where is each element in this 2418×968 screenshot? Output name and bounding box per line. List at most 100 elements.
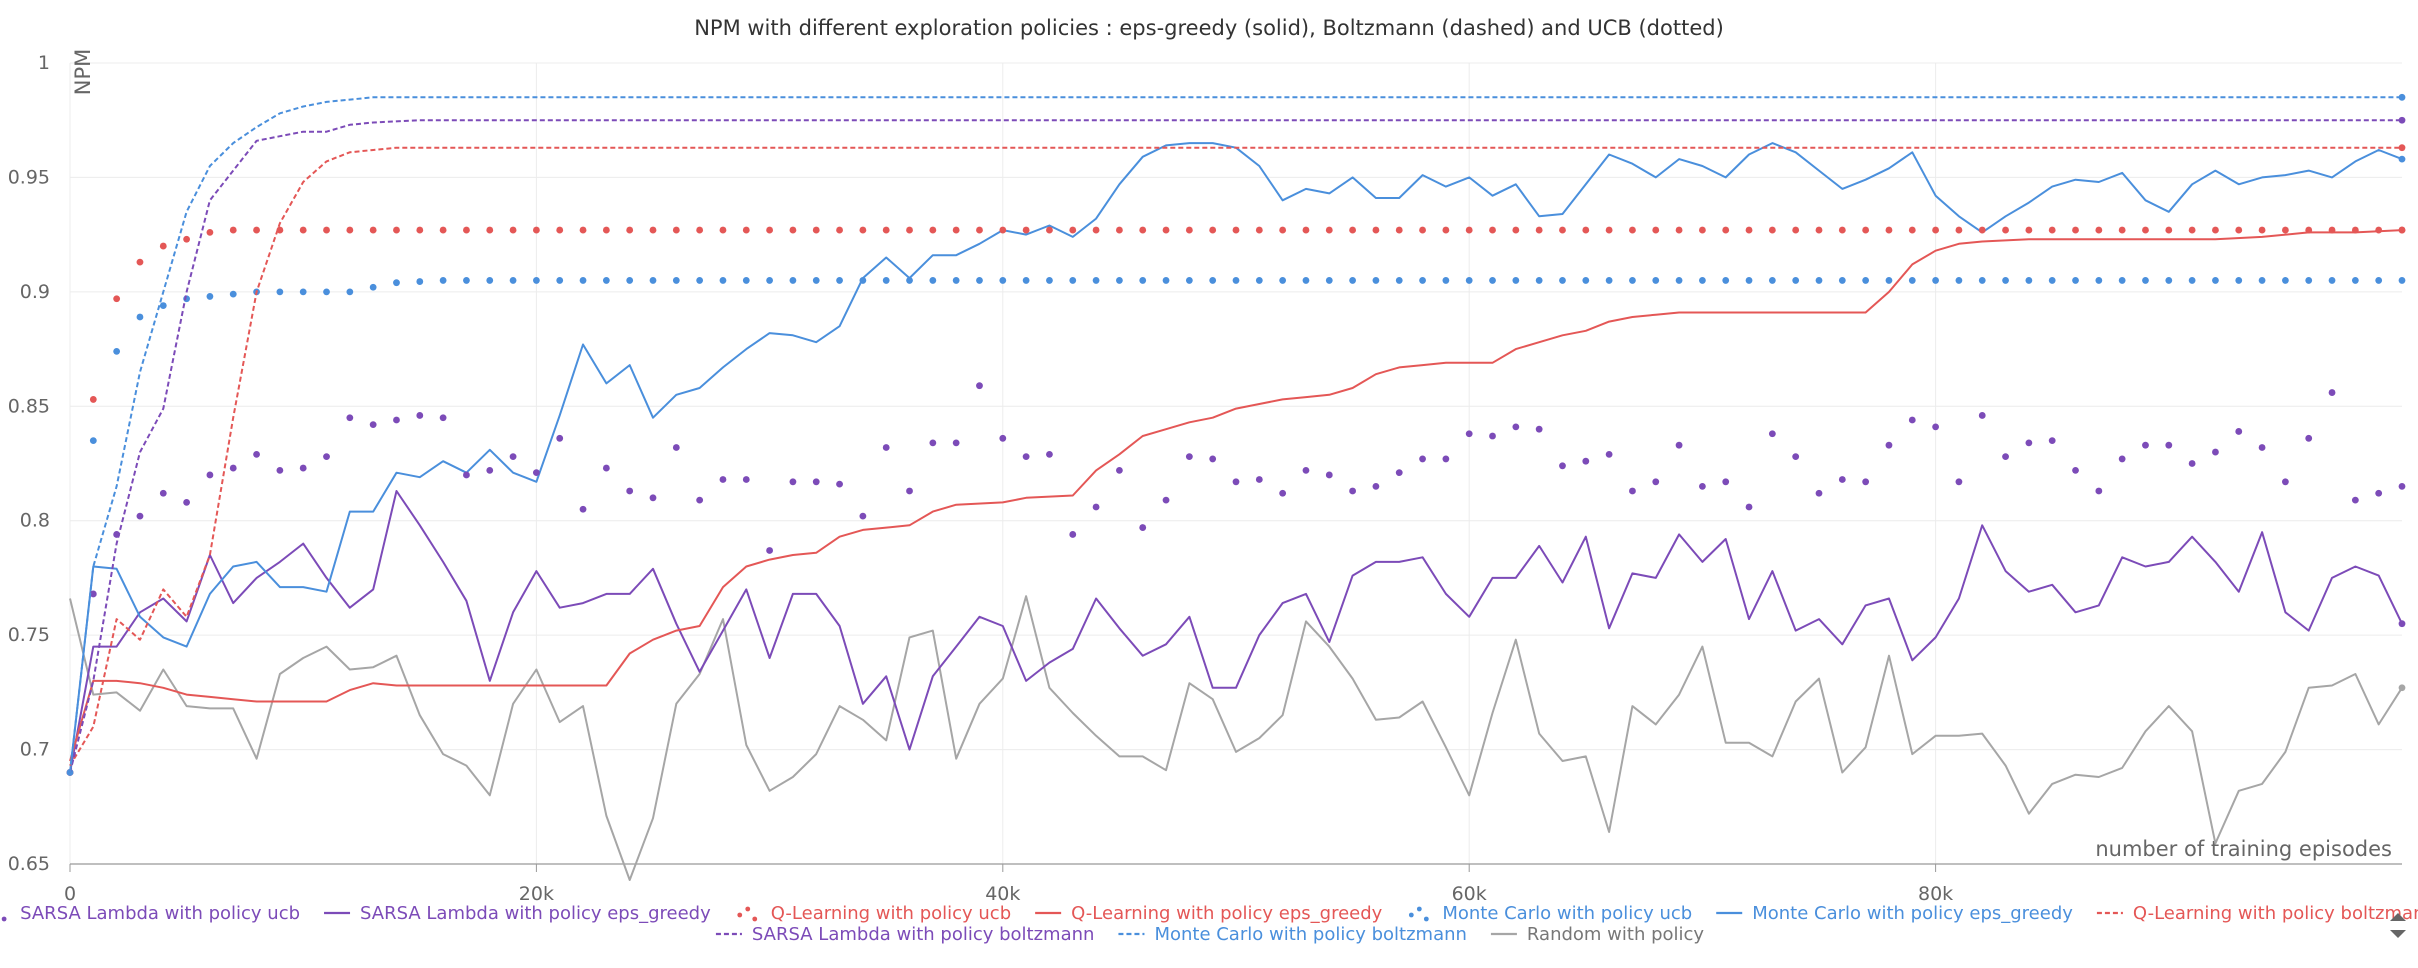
- data-point: [1559, 277, 1566, 284]
- data-point: [1022, 453, 1030, 461]
- y-tick-label: 0.9: [20, 281, 50, 303]
- data-point: [1162, 277, 1170, 284]
- data-point: [2398, 226, 2406, 234]
- data-point: [1675, 277, 1683, 284]
- legend-item[interactable]: Q-Learning with policy eps_greedy: [1035, 903, 1383, 924]
- data-point: [1838, 476, 1846, 483]
- legend-item[interactable]: Random with policy: [1490, 924, 1704, 945]
- data-point: [299, 464, 307, 472]
- data-point: [1232, 478, 1240, 486]
- data-point: [1419, 226, 1426, 234]
- legend-item[interactable]: Monte Carlo with policy boltzmann: [1118, 924, 1467, 945]
- legend-item[interactable]: Monte Carlo with policy ucb: [1408, 903, 1692, 924]
- data-point: [906, 226, 913, 234]
- data-point: [253, 226, 260, 234]
- data-point: [882, 226, 890, 234]
- y-tick-label: 0.75: [8, 624, 50, 646]
- data-point: [1092, 503, 1100, 511]
- data-point: [229, 226, 237, 234]
- data-point: [602, 277, 610, 284]
- data-point: [1652, 277, 1660, 284]
- data-point: [2351, 226, 2359, 234]
- data-point: [1745, 226, 1753, 234]
- data-point: [1092, 277, 1100, 284]
- data-point: [1185, 226, 1193, 234]
- data-point: [1535, 425, 1543, 433]
- series-sarsa-lambda-with-policy-eps-greedy: [69, 490, 2406, 773]
- data-point: [2142, 277, 2149, 284]
- series-line: [69, 96, 2402, 773]
- series-end-point: [2398, 93, 2406, 101]
- data-point: [206, 228, 214, 236]
- data-point: [2095, 487, 2103, 495]
- series-sarsa-lambda-with-policy-ucb: [66, 382, 2406, 776]
- data-point: [859, 226, 867, 234]
- data-point: [393, 226, 400, 234]
- data-point: [2072, 277, 2079, 284]
- data-point: [1395, 226, 1403, 234]
- legend-scroll-control[interactable]: [2390, 913, 2406, 938]
- data-point: [1512, 226, 1520, 234]
- legend-item[interactable]: Q-Learning with policy boltzmann: [2096, 903, 2418, 924]
- legend-marker: [737, 912, 743, 918]
- y-tick-label: 0.7: [20, 739, 50, 761]
- series-end-point: [2398, 144, 2406, 152]
- data-point: [1209, 226, 1217, 234]
- data-point: [2188, 226, 2196, 234]
- data-point: [159, 489, 167, 497]
- data-point: [1629, 487, 1636, 495]
- data-point: [393, 416, 400, 424]
- legend-item[interactable]: Q-Learning with policy ucb: [737, 903, 1011, 924]
- data-point: [159, 242, 167, 250]
- data-point: [859, 277, 867, 284]
- legend-item[interactable]: Monte Carlo with policy eps_greedy: [1716, 903, 2073, 924]
- legend-item[interactable]: SARSA Lambda with policy ucb: [0, 903, 300, 924]
- data-point: [556, 226, 564, 234]
- data-point: [323, 453, 330, 461]
- data-point: [1116, 277, 1123, 284]
- data-point: [1885, 226, 1893, 234]
- data-point: [906, 277, 913, 284]
- data-point: [1768, 277, 1776, 284]
- data-point: [1046, 277, 1053, 284]
- data-point: [1582, 277, 1590, 284]
- series-group: [66, 93, 2406, 881]
- legend-marker: [1416, 906, 1422, 912]
- data-point: [1255, 476, 1263, 483]
- data-point: [766, 226, 773, 234]
- data-point: [1279, 277, 1287, 284]
- data-point: [1582, 457, 1590, 465]
- data-point: [1465, 226, 1473, 234]
- series-end-point: [2398, 155, 2406, 163]
- data-point: [882, 277, 890, 284]
- data-point: [1559, 226, 1566, 234]
- legend-item[interactable]: SARSA Lambda with policy boltzmann: [715, 924, 1095, 945]
- data-point: [229, 464, 237, 472]
- data-point: [2258, 226, 2266, 234]
- data-point: [206, 293, 214, 300]
- series-line: [69, 142, 2403, 773]
- series-line: [69, 119, 2402, 773]
- data-point: [952, 439, 960, 447]
- legend-scroll-up-icon[interactable]: [2390, 913, 2406, 921]
- data-point: [1139, 277, 1147, 284]
- data-point: [1489, 432, 1496, 440]
- data-point: [579, 226, 587, 234]
- data-point: [696, 496, 704, 504]
- series-monte-carlo-with-policy-eps-greedy: [69, 142, 2406, 773]
- data-point: [1116, 466, 1123, 474]
- data-point: [2305, 434, 2313, 442]
- data-point: [1512, 277, 1520, 284]
- data-point: [1885, 441, 1893, 449]
- data-point: [1372, 482, 1380, 490]
- data-point: [1022, 277, 1030, 284]
- data-point: [2351, 277, 2359, 284]
- data-point: [836, 277, 843, 284]
- data-point: [976, 226, 983, 234]
- data-point: [2095, 226, 2103, 234]
- legend-item[interactable]: SARSA Lambda with policy eps_greedy: [324, 903, 711, 924]
- data-point: [2002, 277, 2009, 284]
- data-point: [649, 226, 657, 234]
- legend-scroll-down-icon[interactable]: [2390, 930, 2406, 938]
